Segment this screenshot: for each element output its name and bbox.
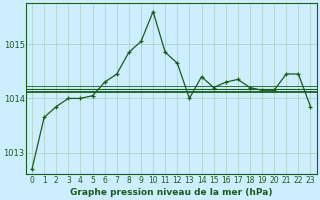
X-axis label: Graphe pression niveau de la mer (hPa): Graphe pression niveau de la mer (hPa) xyxy=(70,188,273,197)
